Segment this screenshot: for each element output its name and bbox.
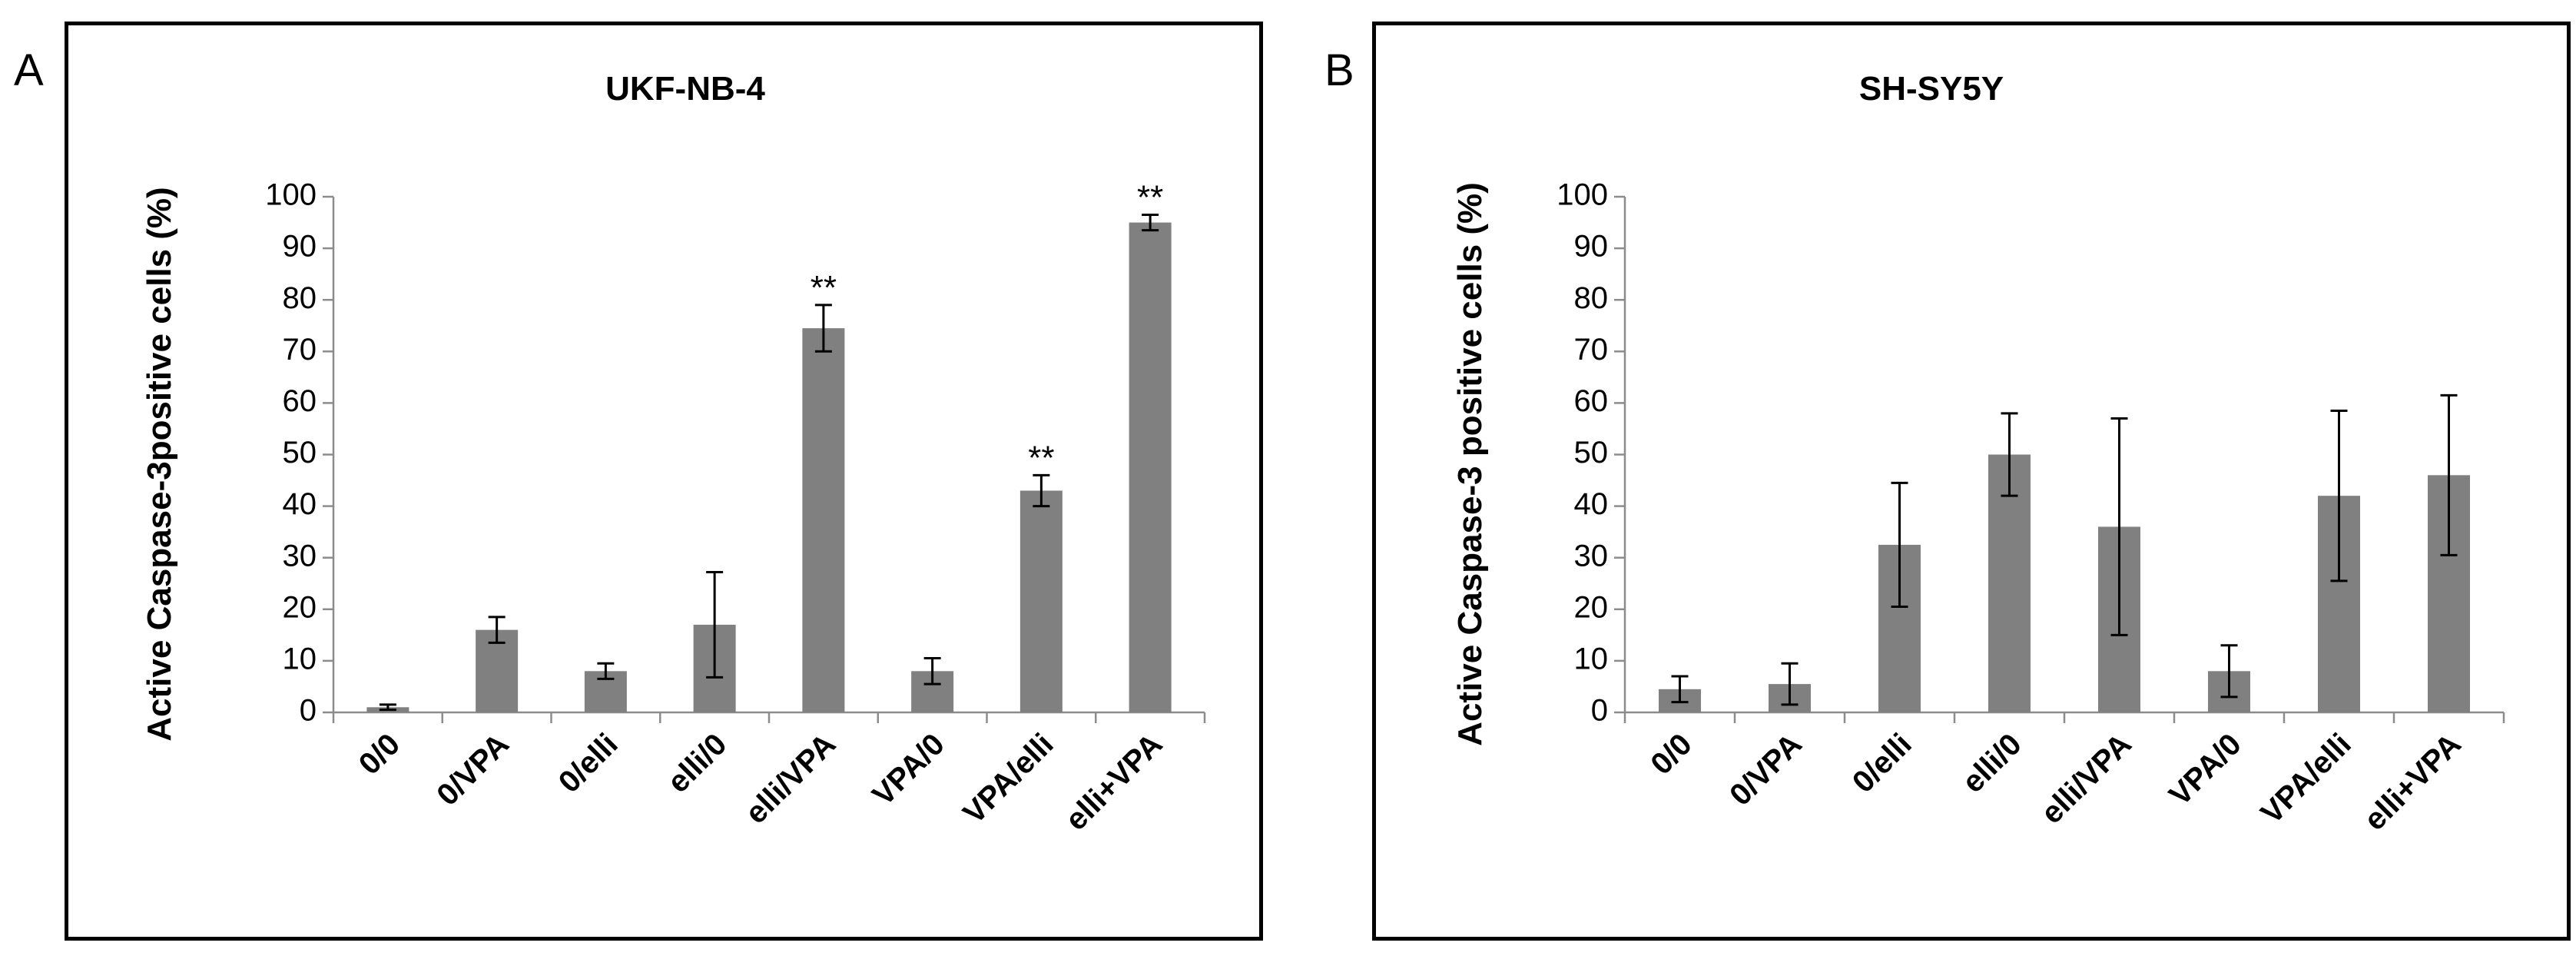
y-tick-label-b: 50 [1574,436,1609,470]
chart-frame-a [65,22,1263,941]
y-tick-label-a: 40 [283,487,317,521]
y-tick-label-b: 70 [1574,333,1609,367]
chart-frame-b [1372,22,2571,941]
chart-panel-b: SH-SY5Y Active Caspase-3 positive cells … [1372,22,2571,941]
y-tick-label-a: 80 [283,281,317,315]
error-bar-a [814,304,832,353]
panel-letter-b: B [1324,45,1354,95]
chart-panel-a: UKF-NB-4 Active Caspase-3positive cells … [65,22,1263,941]
y-tick-label-b: 100 [1557,178,1608,212]
error-bar-b [2001,412,2018,497]
significance-marker-a: ** [811,269,837,307]
error-bar-a [923,657,941,685]
y-tick-label-a: 90 [283,230,317,264]
y-tick-label-b: 90 [1574,230,1609,264]
y-tick-label-a: 50 [283,436,317,470]
error-bar-a [706,570,724,679]
y-axis-label-b: Active Caspase-3 positive cells (%) [1451,182,1489,746]
y-tick-label-a: 100 [265,178,317,212]
y-tick-label-a: 0 [300,694,317,728]
error-bar-b [1671,675,1689,704]
chart-title-a: UKF-NB-4 [605,70,765,108]
bar-a [802,328,845,712]
significance-marker-a: ** [1028,439,1054,476]
y-tick-label-b: 60 [1574,384,1609,418]
error-bar-b [2110,417,2128,636]
y-tick-label-a: 70 [283,333,317,367]
y-tick-label-a: 20 [283,590,317,624]
bar-b [1988,454,2031,712]
y-tick-label-b: 20 [1574,590,1609,624]
y-tick-label-a: 10 [283,642,317,676]
significance-marker-a: ** [1137,178,1163,216]
error-bar-a [488,616,506,644]
error-bar-b [2440,393,2458,556]
error-bar-b [1781,662,1799,706]
y-tick-label-b: 80 [1574,281,1609,315]
y-tick-label-b: 30 [1574,539,1609,573]
error-bar-a [1142,213,1159,232]
y-tick-label-a: 60 [283,384,317,418]
error-bar-b [2330,409,2348,583]
bar-a [1019,490,1063,712]
error-bar-b [1891,481,1908,608]
y-tick-label-b: 10 [1574,642,1609,676]
y-tick-label-a: 30 [283,539,317,573]
error-bar-a [379,703,396,712]
error-bar-a [1033,473,1050,508]
y-tick-label-b: 40 [1574,487,1609,521]
bar-a [1129,222,1172,712]
error-bar-a [597,662,615,680]
error-bar-b [2220,644,2238,699]
panel-letter-a: A [14,45,44,95]
y-axis-label-a: Active Caspase-3positive cells (%) [141,187,178,741]
y-tick-label-b: 0 [1591,694,1608,728]
chart-title-b: SH-SY5Y [1859,70,2004,108]
